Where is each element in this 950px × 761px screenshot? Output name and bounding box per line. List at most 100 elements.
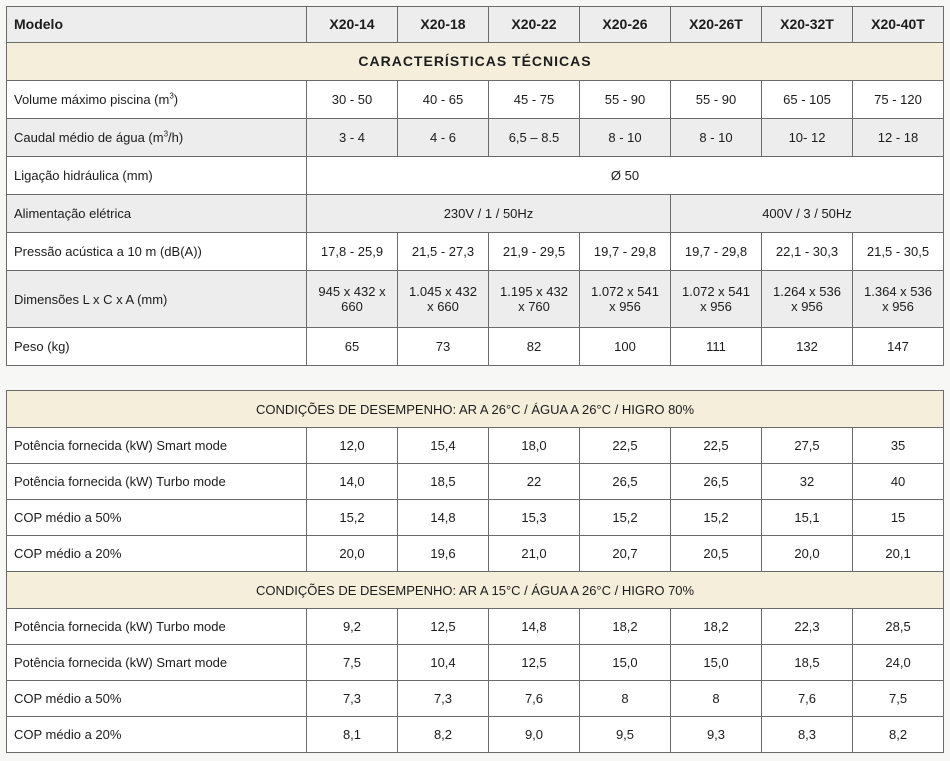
- value-cell: 6,5 – 8.5: [488, 118, 580, 157]
- value-cell: 21,9 - 29,5: [488, 232, 580, 271]
- row-label: Volume máximo piscina (m3): [6, 80, 307, 119]
- value-cell: 10- 12: [761, 118, 853, 157]
- value-cell: 3 - 4: [306, 118, 398, 157]
- row-label: COP médio a 20%: [6, 535, 307, 572]
- value-cell: 22,1 - 30,3: [761, 232, 853, 271]
- value-cell: 8,2: [397, 716, 489, 753]
- row-label: Ligação hidráulica (mm): [6, 156, 307, 195]
- value-cell: 7,6: [488, 680, 580, 717]
- model-header-label: Modelo: [6, 6, 307, 43]
- section-row: CONDIÇÕES DE DESEMPENHO: AR A 15°C / ÁGU…: [5, 571, 945, 609]
- value-cell: 65: [306, 327, 398, 366]
- value-cell: 12 - 18: [852, 118, 944, 157]
- perf-row: Potência fornecida (kW) Smart mode 12,0 …: [6, 427, 945, 464]
- model-header-cell: X20-18: [397, 6, 489, 43]
- value-cell: 20,0: [761, 535, 853, 572]
- value-cell: 8 - 10: [579, 118, 671, 157]
- spec-row-ligacao: Ligação hidráulica (mm) Ø 50: [6, 156, 944, 195]
- value-cell: 26,5: [670, 463, 762, 500]
- value-cell: 30 - 50: [306, 80, 398, 119]
- value-cell: 20,1: [851, 535, 945, 572]
- section-row: CARACTERÍSTICAS TÉCNICAS: [6, 42, 944, 81]
- perf-row: COP médio a 50% 15,2 14,8 15,3 15,2 15,2…: [6, 499, 945, 536]
- value-cell: 9,2: [306, 608, 398, 645]
- value-cell-three-phase: 400V / 3 / 50Hz: [670, 194, 944, 233]
- value-cell: 17,8 - 25,9: [306, 232, 398, 271]
- value-cell: 7,6: [761, 680, 853, 717]
- value-cell: 19,7 - 29,8: [670, 232, 762, 271]
- value-cell: 9,3: [670, 716, 762, 753]
- model-header-cell: X20-40T: [852, 6, 944, 43]
- section-title-tech: CARACTERÍSTICAS TÉCNICAS: [6, 42, 944, 81]
- value-cell: 55 - 90: [579, 80, 671, 119]
- value-cell: 15,0: [579, 644, 671, 681]
- perf-row: Potência fornecida (kW) Turbo mode 14,0 …: [6, 463, 945, 500]
- value-cell: 1.072 x 541 x 956: [670, 270, 762, 328]
- value-cell: 14,0: [306, 463, 398, 500]
- value-cell: 9,5: [579, 716, 671, 753]
- value-cell: 27,5: [761, 427, 853, 464]
- value-cell: 15,2: [670, 499, 762, 536]
- value-cell: 8 - 10: [670, 118, 762, 157]
- value-cell: 7,3: [397, 680, 489, 717]
- spec-row-alimentacao: Alimentação elétrica 230V / 1 / 50Hz 400…: [6, 194, 944, 233]
- value-cell: 24,0: [851, 644, 945, 681]
- value-cell: 147: [852, 327, 944, 366]
- value-cell: 1.045 x 432 x 660: [397, 270, 489, 328]
- value-cell: 8,3: [761, 716, 853, 753]
- value-cell: 26,5: [579, 463, 671, 500]
- row-label: Alimentação elétrica: [6, 194, 307, 233]
- value-cell: 18,5: [761, 644, 853, 681]
- model-header-cell: X20-32T: [761, 6, 853, 43]
- value-cell: 21,5 - 27,3: [397, 232, 489, 271]
- value-cell: 55 - 90: [670, 80, 762, 119]
- performance-table: CONDIÇÕES DE DESEMPENHO: AR A 26°C / ÁGU…: [5, 390, 945, 753]
- row-label: Pressão acústica a 10 m (dB(A)): [6, 232, 307, 271]
- value-cell: 45 - 75: [488, 80, 580, 119]
- value-cell: 20,5: [670, 535, 762, 572]
- value-cell: 945 x 432 x 660: [306, 270, 398, 328]
- value-cell: 7,3: [306, 680, 398, 717]
- value-cell: 18,2: [670, 608, 762, 645]
- value-cell: 20,7: [579, 535, 671, 572]
- value-cell: 8,2: [851, 716, 945, 753]
- row-label: Caudal médio de água (m3/h): [6, 118, 307, 157]
- perf-row: COP médio a 20% 8,1 8,2 9,0 9,5 9,3 8,3 …: [6, 716, 945, 753]
- row-label: Potência fornecida (kW) Turbo mode: [6, 463, 307, 500]
- value-cell: 8,1: [306, 716, 398, 753]
- value-cell: 1.195 x 432 x 760: [488, 270, 580, 328]
- value-cell: 10,4: [397, 644, 489, 681]
- value-cell: 15: [851, 499, 945, 536]
- value-cell: 75 - 120: [852, 80, 944, 119]
- value-cell: 21,5 - 30,5: [852, 232, 944, 271]
- value-cell: 100: [579, 327, 671, 366]
- value-cell: 22: [488, 463, 580, 500]
- value-cell: 132: [761, 327, 853, 366]
- value-cell: 12,5: [397, 608, 489, 645]
- value-cell: 65 - 105: [761, 80, 853, 119]
- value-cell: 19,6: [397, 535, 489, 572]
- spec-row-peso: Peso (kg) 65 73 82 100 111 132 147: [6, 327, 944, 366]
- value-cell: 35: [851, 427, 945, 464]
- spec-row-volume: Volume máximo piscina (m3) 30 - 50 40 - …: [6, 80, 944, 119]
- section-title-perf-15: CONDIÇÕES DE DESEMPENHO: AR A 15°C / ÁGU…: [5, 571, 945, 609]
- value-cell: 19,7 - 29,8: [579, 232, 671, 271]
- value-cell: 15,3: [488, 499, 580, 536]
- model-header-row: Modelo X20-14 X20-18 X20-22 X20-26 X20-2…: [6, 6, 944, 43]
- value-cell: 14,8: [397, 499, 489, 536]
- value-cell-single-phase: 230V / 1 / 50Hz: [306, 194, 671, 233]
- row-label: COP médio a 20%: [6, 716, 307, 753]
- value-cell: 4 - 6: [397, 118, 489, 157]
- value-cell: 21,0: [488, 535, 580, 572]
- value-cell: 9,0: [488, 716, 580, 753]
- value-cell: 73: [397, 327, 489, 366]
- model-header-cell: X20-26: [579, 6, 671, 43]
- value-cell: 12,5: [488, 644, 580, 681]
- value-cell: 8: [579, 680, 671, 717]
- value-cell: 40 - 65: [397, 80, 489, 119]
- value-cell: 15,0: [670, 644, 762, 681]
- value-cell: 15,2: [579, 499, 671, 536]
- value-cell: 40: [851, 463, 945, 500]
- row-label: COP médio a 50%: [6, 680, 307, 717]
